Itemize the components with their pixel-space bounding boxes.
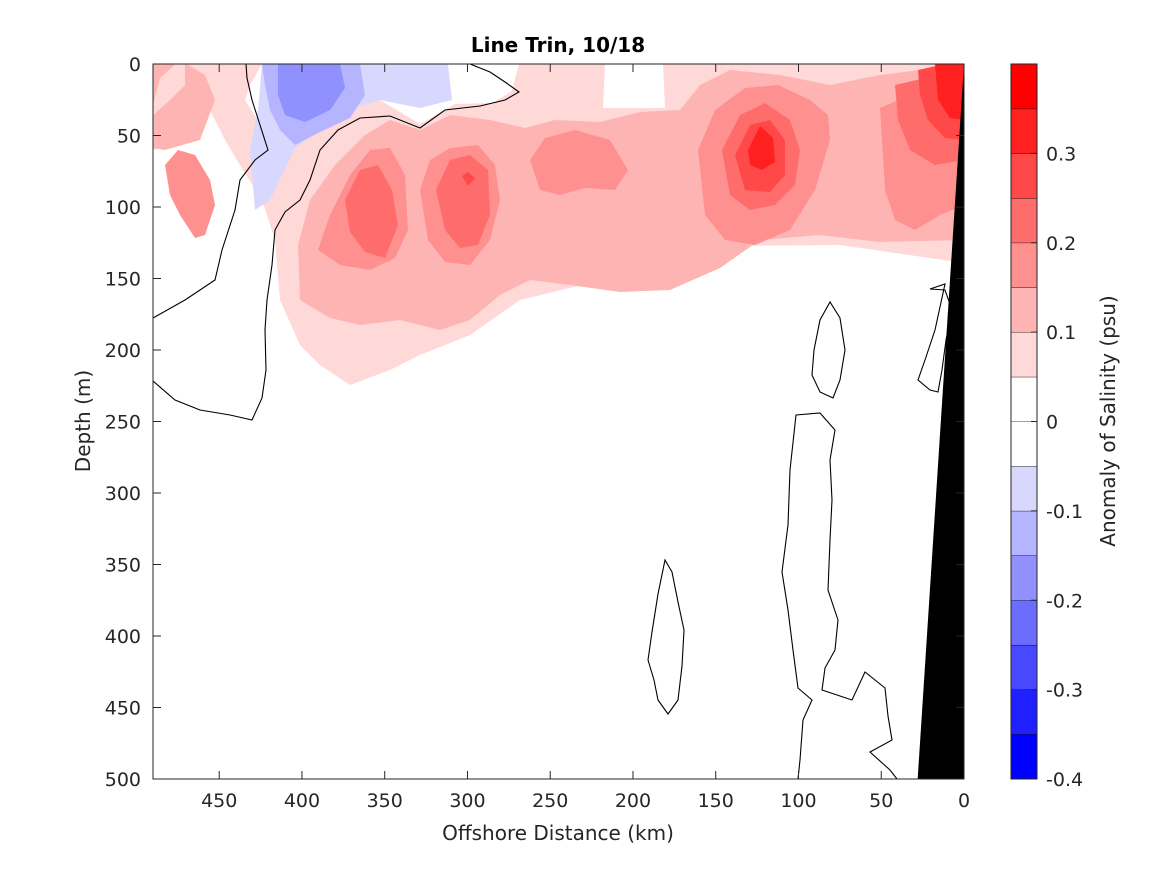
colorbar-segment: [1011, 242, 1037, 288]
x-tick-label: 200: [615, 790, 651, 812]
y-tick-label: 200: [105, 340, 141, 362]
colorbar-label: Anomaly of Salinity (psu): [1096, 295, 1120, 546]
chart-title: Line Trin, 10/18: [471, 33, 645, 57]
colorbar-tick-label: -0.2: [1046, 590, 1083, 612]
x-tick-label: 350: [367, 790, 403, 812]
y-tick-label: 100: [105, 197, 141, 219]
colorbar-segment: [1011, 153, 1037, 199]
colorbar-tick-label: 0.3: [1046, 143, 1076, 165]
colorbar-tick-label: 0.2: [1046, 233, 1076, 255]
colorbar-segment: [1011, 466, 1037, 511]
y-tick-label: 400: [105, 626, 141, 648]
colorbar-segment: [1011, 421, 1037, 467]
colorbar-segment: [1011, 64, 1037, 109]
x-tick-label: 0: [958, 790, 970, 812]
colorbar-segment: [1011, 734, 1037, 779]
colorbar-segment: [1011, 689, 1037, 735]
colorbar-tick-label: -0.3: [1046, 680, 1083, 702]
colorbar-tick-label: 0.1: [1046, 322, 1076, 344]
x-tick-label: 400: [284, 790, 320, 812]
colorbar-segment: [1011, 108, 1037, 154]
x-axis-label: Offshore Distance (km): [442, 821, 674, 845]
x-tick-label: 450: [201, 790, 237, 812]
contour-band-neg0.15: [278, 64, 345, 122]
colorbar-ticks: 0.3 0.2 0.1 0 -0.1 -0.2 -0.3 -0.4: [1031, 143, 1083, 791]
y-tick-label: 450: [105, 698, 141, 720]
contour-band-0.20: [345, 75, 964, 258]
colorbar-segment: [1011, 287, 1037, 333]
zero-contour-island-2: [811, 300, 846, 399]
plot-area: [153, 64, 964, 779]
colorbar-segment: [1011, 510, 1037, 556]
x-axis: 450 400 350 300 250 200 150 100 50 0: [201, 64, 970, 812]
zero-contour-left: [153, 64, 521, 421]
y-tick-label: 150: [105, 269, 141, 291]
colorbar-segment: [1011, 555, 1037, 601]
x-tick-label: 150: [698, 790, 734, 812]
y-tick-label: 300: [105, 483, 141, 505]
y-tick-label: 0: [129, 54, 141, 76]
x-tick-label: 50: [869, 790, 893, 812]
y-axis: 0 50 100 150 200 250 300 350 400 450 500: [105, 54, 964, 791]
y-tick-label: 350: [105, 555, 141, 577]
colorbar: [1011, 63, 1037, 779]
y-tick-label: 500: [105, 769, 141, 791]
colorbar-segment: [1011, 644, 1037, 690]
x-tick-label: 300: [449, 790, 485, 812]
colorbar-tick-label: 0: [1046, 412, 1058, 434]
colorbar-segment: [1011, 198, 1037, 243]
x-tick-label: 100: [780, 790, 816, 812]
colorbar-tick-label: -0.1: [1046, 501, 1083, 523]
zero-contour-island-3: [781, 412, 898, 779]
zero-contour-island-1: [647, 558, 685, 715]
contour-band-0.30: [748, 64, 964, 170]
y-tick-label: 50: [117, 126, 141, 148]
colorbar-tick-label: -0.4: [1046, 769, 1083, 791]
colorbar-segment: [1011, 332, 1037, 377]
zero-contour-upper: [153, 64, 269, 319]
y-axis-label: Depth (m): [71, 370, 95, 472]
colorbar-segment: [1011, 600, 1037, 645]
x-tick-label: 250: [532, 790, 568, 812]
y-tick-label: 250: [105, 412, 141, 434]
colorbar-segment: [1011, 376, 1037, 422]
bathymetry-shelf: [917, 64, 964, 779]
